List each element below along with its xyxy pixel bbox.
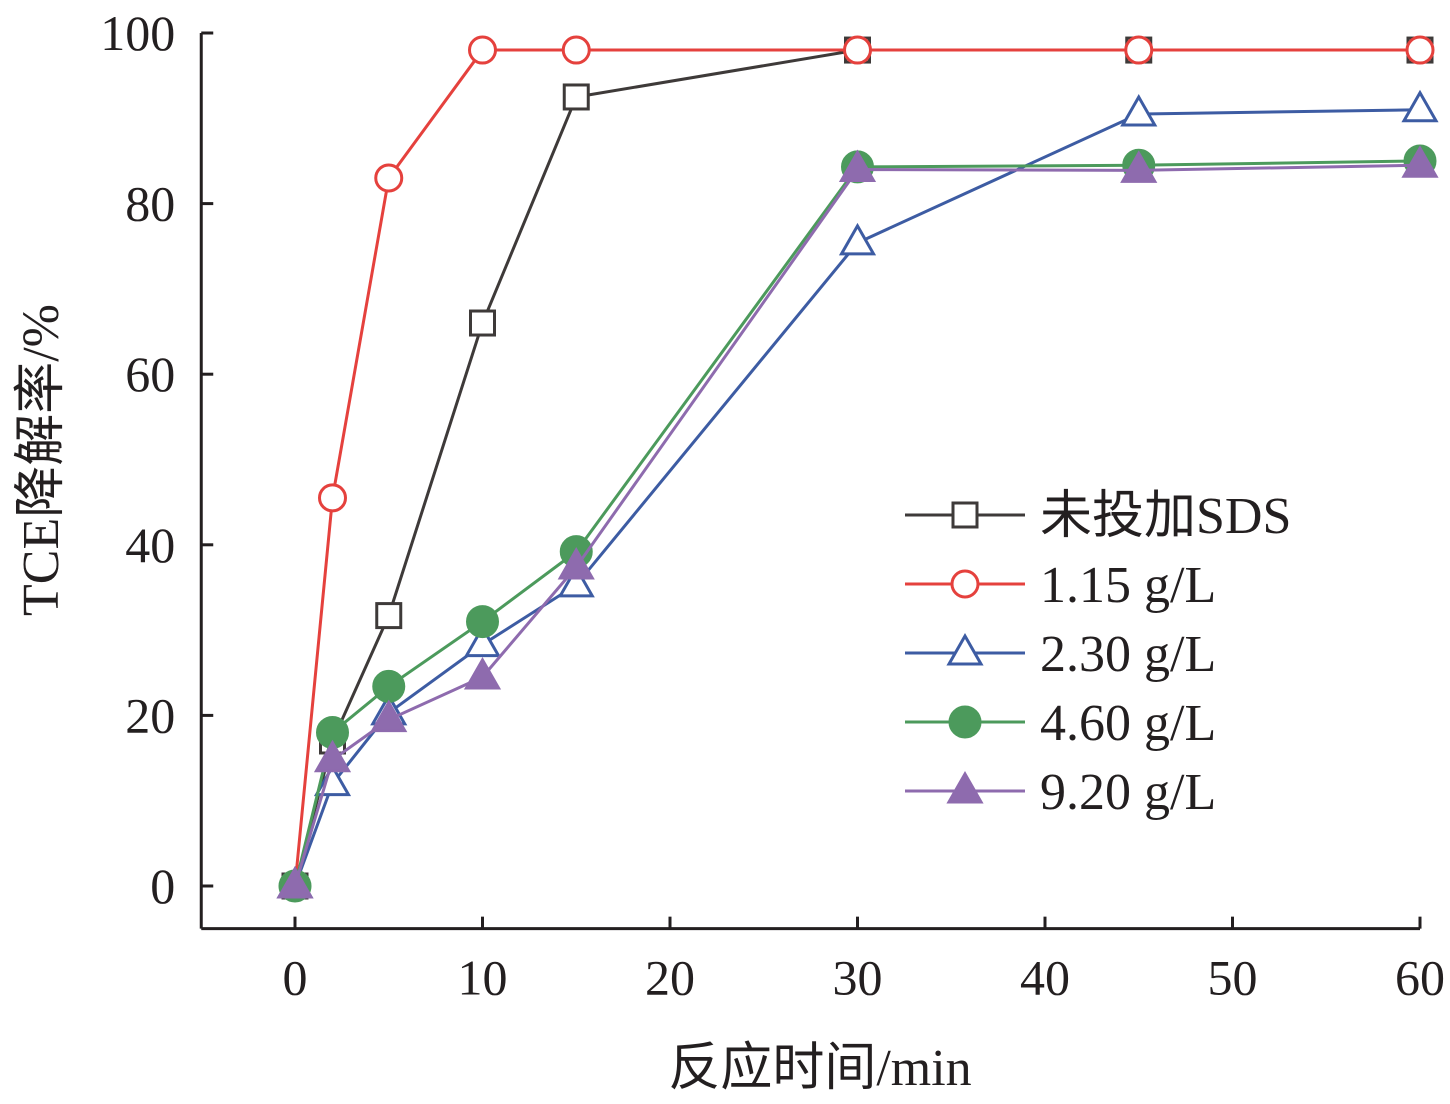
legend-label: 9.20 g/L xyxy=(1040,764,1216,821)
series-4 xyxy=(276,145,1439,899)
x-tick-label: 20 xyxy=(645,950,695,1006)
data-point xyxy=(463,656,502,690)
data-point xyxy=(313,739,352,773)
x-tick-label: 10 xyxy=(458,950,508,1006)
legend-label: 未投加SDS xyxy=(1040,488,1291,545)
legend-entry: 9.20 g/L xyxy=(905,764,1216,821)
data-point xyxy=(318,483,347,513)
axes: 0 10 20 30 40 50 60 0 20 40 60 80 100 xyxy=(100,5,1445,1006)
legend-entry: 未投加SDS xyxy=(905,488,1291,545)
data-point xyxy=(370,699,408,733)
legend-label: 4.60 g/L xyxy=(1040,695,1216,752)
y-axis-label: TCE降解率/% xyxy=(13,304,70,616)
plot-area xyxy=(276,35,1439,903)
data-point xyxy=(1401,145,1439,178)
legend-label: 1.15 g/L xyxy=(1040,557,1216,614)
legend-marker xyxy=(946,632,984,666)
series-line xyxy=(293,48,1420,887)
legend-entry: 4.60 g/L xyxy=(905,695,1216,752)
data-point xyxy=(838,222,877,256)
data-point xyxy=(1401,89,1439,123)
x-tick-label: 30 xyxy=(833,950,883,1006)
series-line xyxy=(293,163,1421,887)
data-point xyxy=(562,83,590,111)
data-point xyxy=(1405,35,1435,65)
data-point xyxy=(372,669,406,703)
x-tick-label: 60 xyxy=(1395,950,1445,1006)
data-point xyxy=(1120,94,1158,127)
data-point xyxy=(469,309,496,337)
y-tick-label: 20 xyxy=(125,687,175,743)
y-tick-label: 60 xyxy=(125,346,175,402)
data-point xyxy=(468,35,497,65)
data-point xyxy=(463,624,502,658)
legend-marker xyxy=(948,705,982,739)
legend-marker xyxy=(951,501,979,529)
data-point xyxy=(374,163,404,193)
legend-entry: 1.15 g/L xyxy=(905,557,1216,614)
x-axis-label: 反应时间/min xyxy=(668,1040,971,1097)
x-tick-label: 50 xyxy=(1208,950,1258,1006)
data-point xyxy=(561,35,591,65)
data-point xyxy=(838,149,877,182)
legend-marker xyxy=(946,770,984,804)
data-point xyxy=(375,602,403,630)
y-tick-label: 0 xyxy=(150,858,175,914)
data-point xyxy=(557,564,595,598)
y-tick-label: 80 xyxy=(125,176,175,232)
x-tick-label: 40 xyxy=(1020,950,1070,1006)
legend-entry: 2.30 g/L xyxy=(905,626,1216,683)
data-point xyxy=(1120,150,1158,183)
legend: 未投加SDS 1.15 g/L 2.30 g/L 4.60 g/L 9.20 g/L xyxy=(905,488,1291,821)
data-point xyxy=(843,35,872,65)
x-tick-label: 0 xyxy=(283,950,308,1006)
data-point xyxy=(466,605,499,639)
legend-marker xyxy=(950,569,980,599)
data-point xyxy=(276,865,314,899)
y-tick-label: 100 xyxy=(100,5,175,61)
legend-label: 2.30 g/L xyxy=(1040,626,1216,683)
data-point xyxy=(1124,35,1154,65)
y-tick-label: 40 xyxy=(125,517,175,573)
data-point xyxy=(557,546,595,580)
